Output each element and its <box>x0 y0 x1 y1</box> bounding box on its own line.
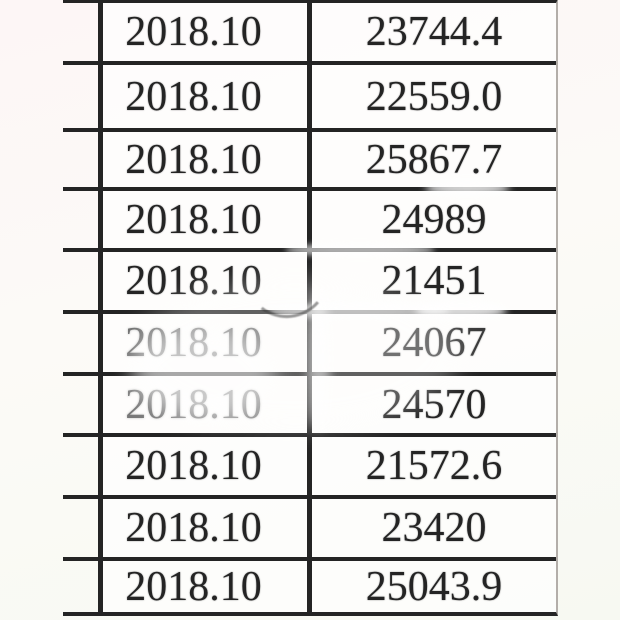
numeric-value: 24989 <box>381 196 487 243</box>
date-cell: 2018.10 <box>103 314 312 372</box>
numeric-value: 24067 <box>381 320 487 366</box>
numeric-value: 21572.6 <box>365 443 503 489</box>
left-cell-empty <box>63 3 103 61</box>
date-cell: 2018.10 <box>103 376 312 433</box>
left-cell-empty <box>63 65 103 128</box>
numeric-value: 23420 <box>381 505 487 551</box>
numeric-value: 24570 <box>381 381 487 428</box>
date-value: 2018.10 <box>125 563 262 610</box>
value-cell: 23420 <box>312 499 556 557</box>
table-row: 2018.10 24570 <box>63 372 556 433</box>
value-cell: 22559.0 <box>312 65 556 128</box>
numeric-value: 22559.0 <box>365 73 503 120</box>
table-row: 2018.10 22559.0 <box>63 61 556 128</box>
date-cell: 2018.10 <box>103 437 312 495</box>
date-cell: 2018.10 <box>103 499 312 557</box>
table-row: 2018.10 25043.9 <box>63 557 556 612</box>
value-cell: 24570 <box>312 376 556 433</box>
date-value: 2018.10 <box>125 505 262 551</box>
table-row: 2018.10 21572.6 <box>63 433 556 495</box>
value-cell: 25043.9 <box>312 561 556 612</box>
table-row: 2018.10 23744.4 <box>63 3 556 61</box>
left-cell-empty <box>63 252 103 310</box>
left-cell-empty <box>63 314 103 372</box>
value-cell: 21572.6 <box>312 437 556 495</box>
numeric-value: 21451 <box>381 258 487 304</box>
date-value: 2018.10 <box>125 443 262 489</box>
numeric-value: 25867.7 <box>365 136 503 183</box>
date-value: 2018.10 <box>125 196 262 243</box>
date-cell: 2018.10 <box>103 3 312 61</box>
left-cell-empty <box>63 191 103 248</box>
date-cell: 2018.10 <box>103 132 312 187</box>
left-cell-empty <box>63 561 103 612</box>
table-row: 2018.10 24067 <box>63 310 556 372</box>
table-row: 2018.10 24989 <box>63 187 556 248</box>
date-value: 2018.10 <box>125 381 262 428</box>
date-cell: 2018.10 <box>103 191 312 248</box>
table-row: 2018.10 23420 <box>63 495 556 557</box>
value-cell: 25867.7 <box>312 132 556 187</box>
numeric-value: 25043.9 <box>365 563 503 610</box>
date-value: 2018.10 <box>125 320 262 366</box>
left-cell-empty <box>63 132 103 187</box>
table-row: 2018.10 25867.7 <box>63 128 556 187</box>
left-cell-empty <box>63 376 103 433</box>
date-cell: 2018.10 <box>103 252 312 310</box>
table-row: 2018.10 21451 <box>63 248 556 310</box>
left-cell-empty <box>63 499 103 557</box>
data-table: 2018.10 23744.4 2018.10 22559.0 2018.10 … <box>63 0 558 616</box>
date-cell: 2018.10 <box>103 65 312 128</box>
date-value: 2018.10 <box>125 258 262 304</box>
numeric-value: 23744.4 <box>365 9 503 55</box>
value-cell: 23744.4 <box>312 3 556 61</box>
value-cell: 21451 <box>312 252 556 310</box>
date-value: 2018.10 <box>125 136 262 183</box>
date-cell: 2018.10 <box>103 561 312 612</box>
value-cell: 24067 <box>312 314 556 372</box>
left-cell-empty <box>63 437 103 495</box>
value-cell: 24989 <box>312 191 556 248</box>
date-value: 2018.10 <box>125 9 262 55</box>
date-value: 2018.10 <box>125 73 262 120</box>
